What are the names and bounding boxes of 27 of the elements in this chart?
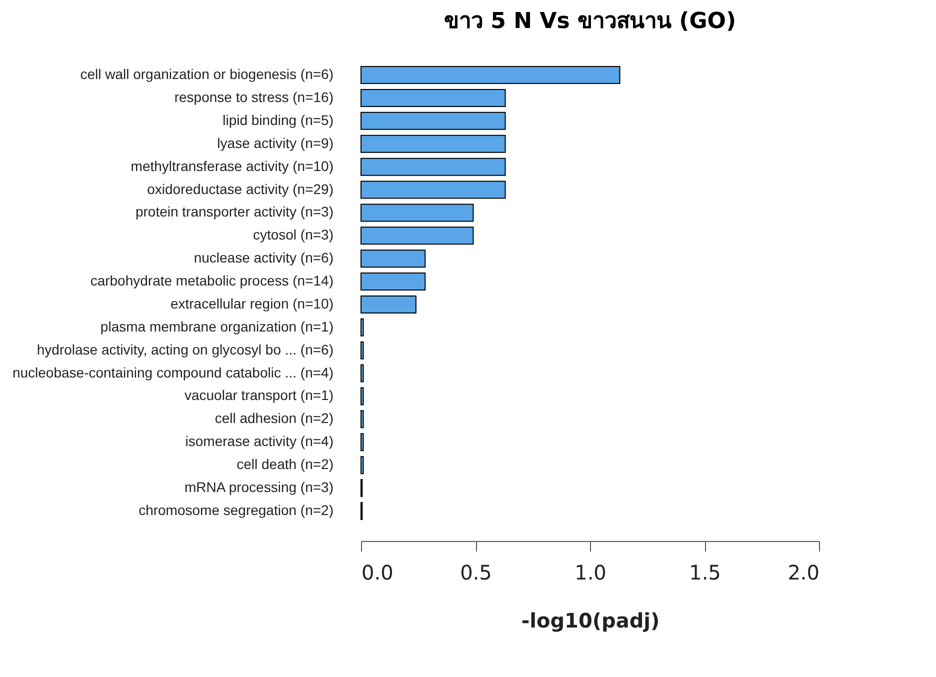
y-tick-label: isomerase activity (n=4)	[185, 433, 334, 450]
y-tick-label: cell wall organization or biogenesis (n=6)	[80, 66, 334, 82]
x-tick-label: 1.5	[689, 560, 721, 584]
x-tick-label: 2.0	[788, 560, 820, 584]
y-tick-label: nucleobase-containing compound catabolic ... (n=4)	[12, 364, 334, 380]
y-tick-label: extracellular region (n=10)	[170, 295, 334, 312]
y-tick-label: mRNA processing (n=3)	[184, 479, 334, 496]
x-axis-title: -log10(padj)	[521, 608, 660, 632]
y-tick-label: chromosome segregation (n=2)	[138, 502, 334, 518]
chart-title: ขาว 5 N Vs ขาวสนาน (GO)	[444, 9, 736, 34]
x-tick-label: 0.0	[362, 560, 394, 584]
y-tick-label: protein transporter activity (n=3)	[135, 204, 334, 220]
y-tick-label: lyase activity (n=9)	[217, 134, 334, 151]
y-tick-label: hydrolase activity, acting on glycosyl bo ... (n=6)	[36, 341, 334, 358]
y-tick-label: response to stress (n=16)	[174, 88, 334, 105]
y-tick-label: nuclease activity (n=6)	[194, 250, 334, 266]
y-tick-label: cell death (n=2)	[236, 456, 334, 472]
y-tick-label: plasma membrane organization (n=1)	[100, 318, 334, 334]
y-tick-label: oxidoreductase activity (n=29)	[147, 180, 334, 197]
y-tick-label: carbohydrate metabolic process (n=14)	[90, 272, 334, 289]
y-tick-label: methyltransferase activity (n=10)	[130, 158, 334, 174]
y-tick-label: vacuolar transport (n=1)	[184, 387, 334, 404]
x-tick-label: 1.0	[574, 560, 606, 584]
y-tick-label: cell adhesion (n=2)	[214, 410, 334, 426]
y-tick-label: cytosol (n=3)	[252, 226, 334, 243]
x-tick-label: 0.5	[460, 560, 492, 584]
y-tick-label: lipid binding (n=5)	[222, 112, 334, 128]
